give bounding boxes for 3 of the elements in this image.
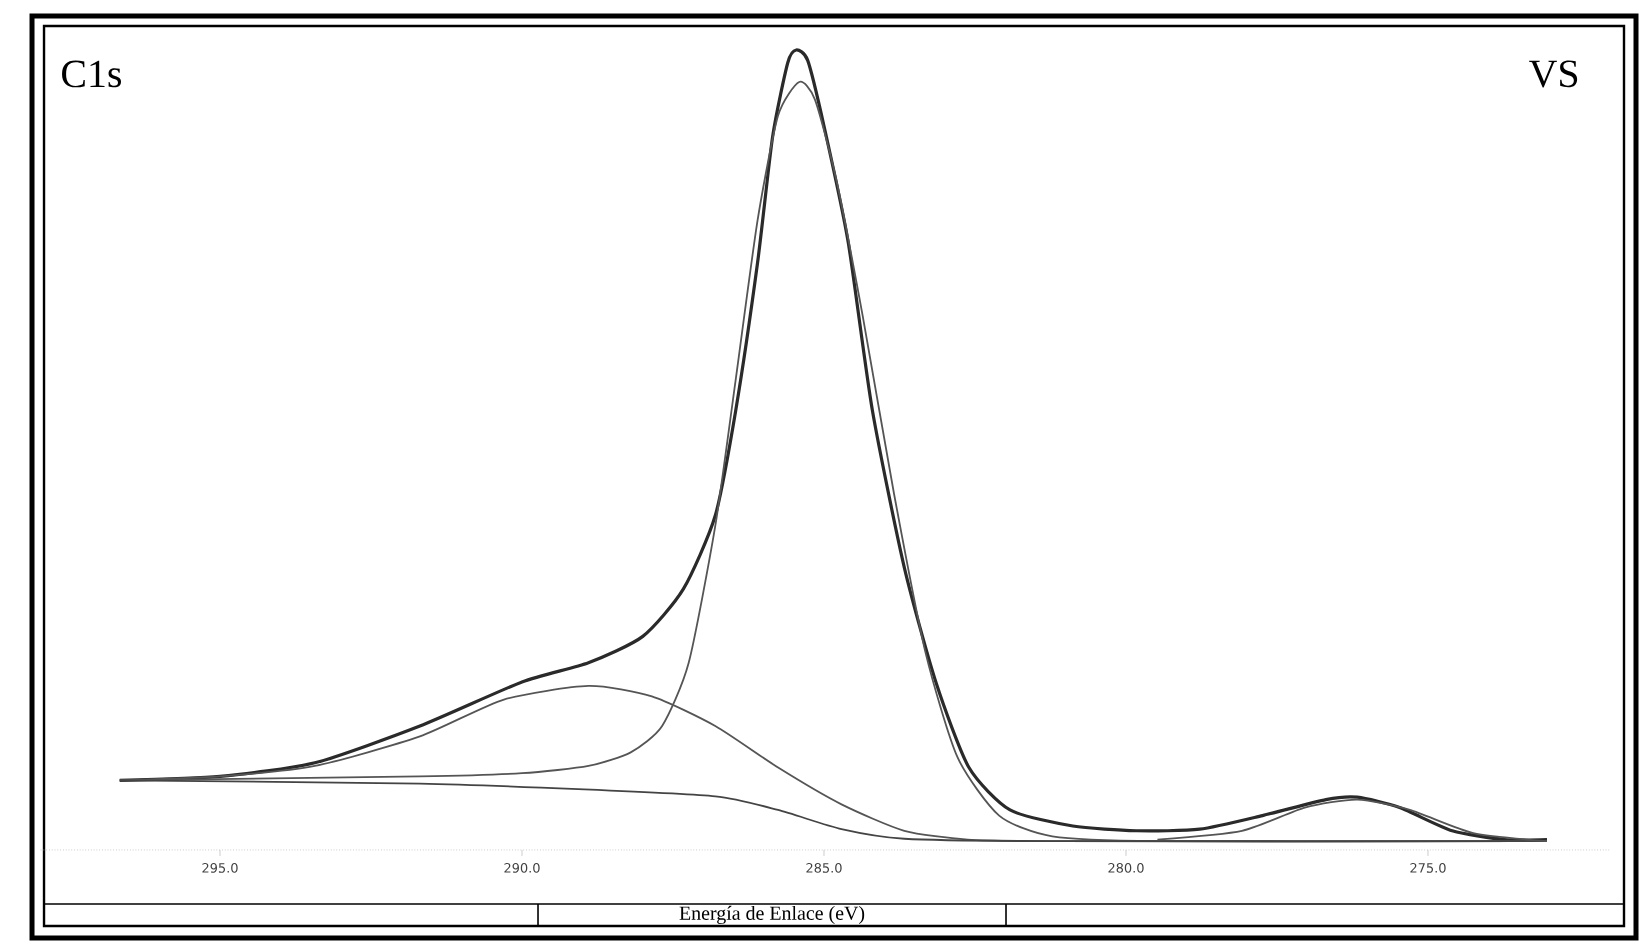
annotation: VS [1529, 60, 1578, 88]
x-axis-title: Energía de Enlace (eV) [679, 905, 865, 925]
annotation: C1s [62, 60, 121, 88]
